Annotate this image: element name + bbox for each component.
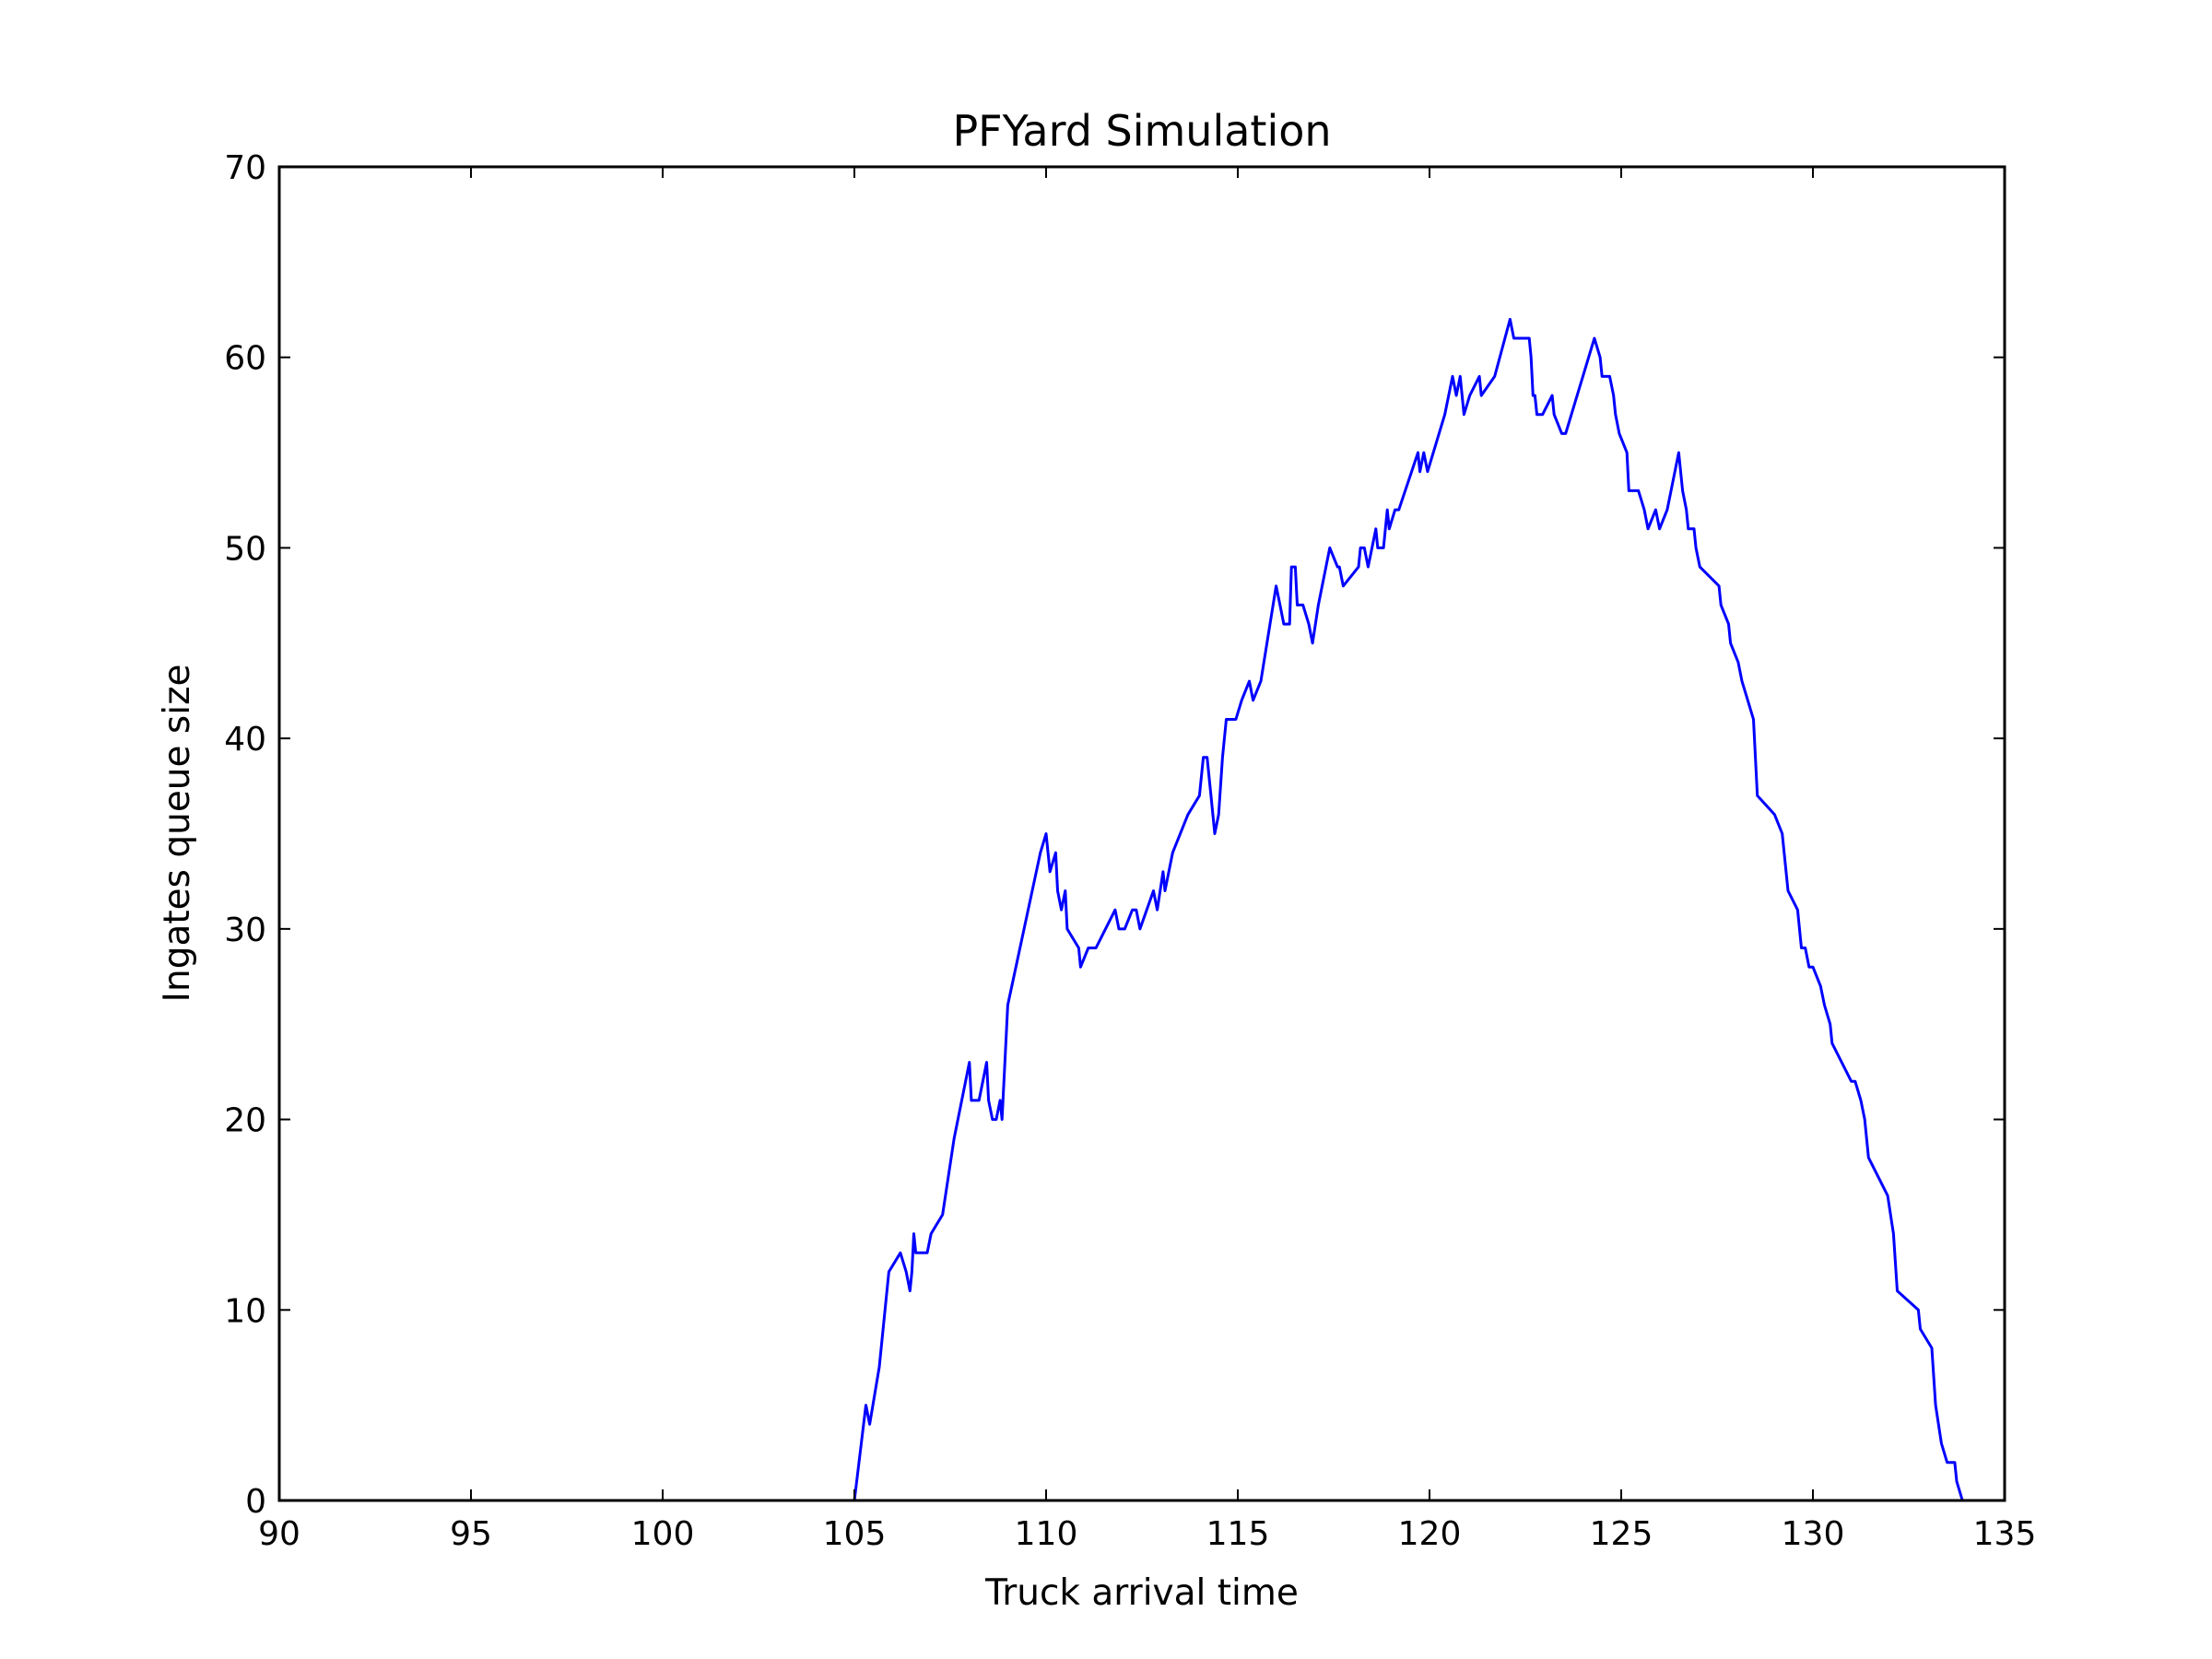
chart-title: PFYard Simulation [952,106,1331,156]
x-tick-label: 135 [1973,1515,2037,1553]
x-tick-label: 115 [1206,1515,1270,1553]
x-axis-label: Truck arrival time [984,1572,1299,1614]
x-tick-label: 100 [631,1515,695,1553]
y-tick-label: 50 [224,530,266,568]
x-tick-label: 120 [1398,1515,1462,1553]
y-tick-label: 30 [224,912,266,949]
x-tick-label: 90 [258,1515,300,1553]
y-axis-label: Ingates queue size [157,664,198,1002]
x-tick-label: 130 [1782,1515,1845,1553]
x-tick-label: 110 [1015,1515,1078,1553]
x-tick-label: 125 [1590,1515,1653,1553]
y-tick-label: 60 [224,340,266,378]
x-tick-label: 105 [823,1515,887,1553]
y-tick-label: 70 [224,149,266,187]
y-tick-label: 20 [224,1102,266,1140]
x-tick-label: 95 [450,1515,492,1553]
y-tick-label: 10 [224,1292,266,1330]
y-tick-label: 40 [224,721,266,759]
y-tick-label: 0 [245,1483,266,1521]
